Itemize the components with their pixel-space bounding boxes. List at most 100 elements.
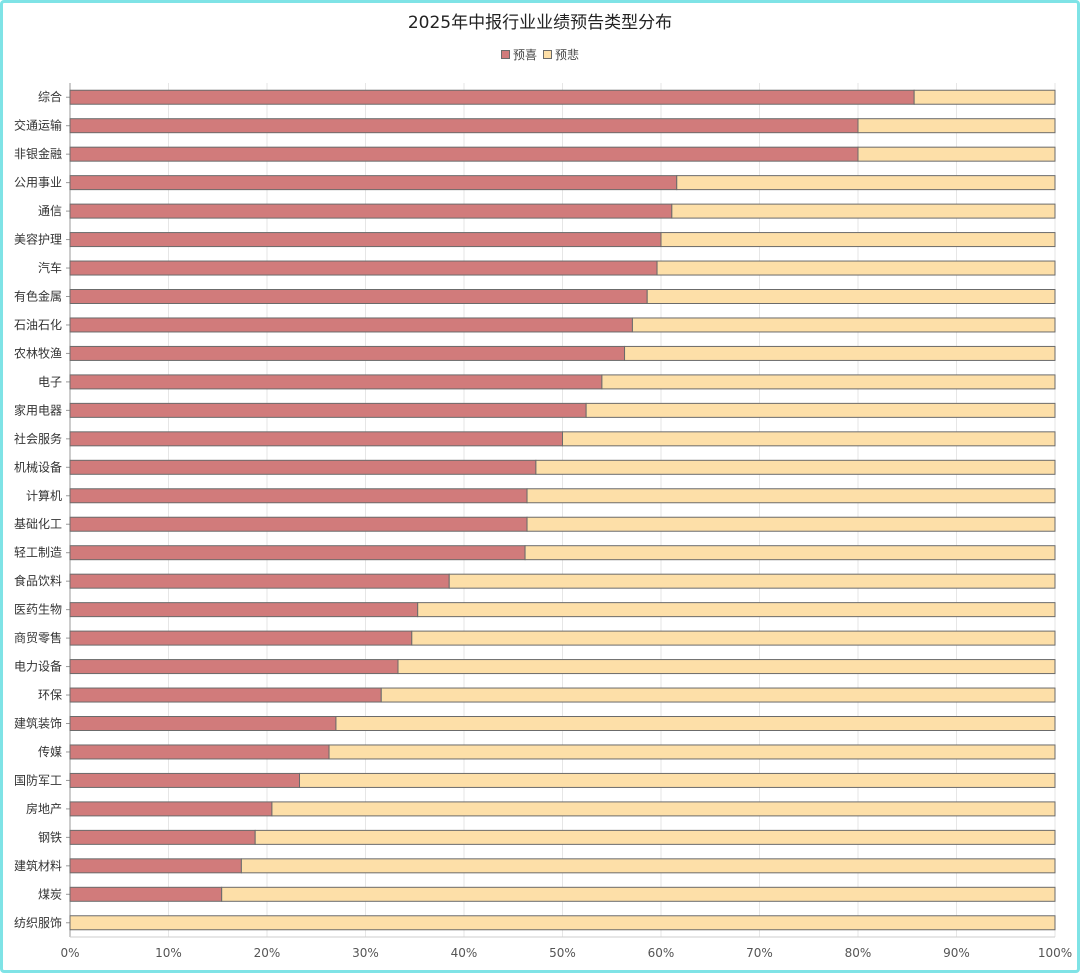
y-category-label: 汽车	[38, 260, 62, 275]
y-category-label: 商贸零售	[14, 630, 62, 645]
bar-segment-series-1	[857, 118, 1056, 134]
bar-segment-series-0	[69, 772, 301, 788]
bar-segment-series-0	[69, 431, 563, 447]
bar-segment-series-1	[660, 232, 1056, 248]
bar-segment-series-0	[69, 602, 419, 618]
bar-segment-series-0	[69, 146, 859, 162]
legend-label-series-0: 预喜	[512, 48, 537, 62]
y-category-label: 通信	[38, 204, 62, 218]
bar-segment-series-1	[601, 374, 1056, 390]
legend-item-series-0[interactable]: 预喜	[500, 46, 537, 63]
y-category-label: 有色金属	[14, 289, 62, 304]
bar-segment-series-0	[69, 118, 859, 134]
bar-segment-series-1	[526, 516, 1056, 532]
bar-segment-series-1	[524, 545, 1056, 561]
x-tick-label: 60%	[648, 946, 675, 960]
x-tick-label: 20%	[254, 946, 281, 960]
bar-segment-series-1	[857, 146, 1056, 162]
y-category-label: 房地产	[26, 801, 62, 816]
bar-segment-series-1	[69, 915, 1056, 931]
bar-segment-series-0	[69, 345, 626, 361]
chart-legend: 预喜 预悲	[0, 46, 1080, 63]
y-category-label: 纺织服饰	[14, 916, 62, 930]
bar-segment-series-0	[69, 232, 662, 248]
bar-segment-series-1	[240, 858, 1056, 874]
bar-segment-series-1	[397, 659, 1056, 675]
legend-item-series-1[interactable]: 预悲	[543, 46, 579, 63]
y-category-label: 钢铁	[38, 830, 62, 844]
legend-label-series-1: 预悲	[555, 48, 580, 62]
bar-segment-series-0	[69, 175, 678, 191]
bar-segment-series-0	[69, 573, 450, 589]
bar-segment-series-0	[69, 260, 658, 276]
bar-segment-series-1	[526, 488, 1056, 504]
bar-segment-series-1	[646, 289, 1056, 304]
x-tick-label: 100%	[1038, 946, 1072, 960]
bar-segment-series-1	[411, 630, 1056, 646]
bar-segment-series-1	[562, 431, 1056, 447]
y-category-label: 基础化工	[14, 517, 62, 531]
y-category-label: 非银金融	[14, 146, 62, 161]
bar-segment-series-0	[69, 488, 528, 504]
bar-segment-series-1	[417, 602, 1056, 618]
x-tick-label: 0%	[60, 946, 79, 960]
y-category-label: 公用事业	[14, 176, 62, 190]
y-category-label: 机械设备	[14, 459, 62, 474]
legend-swatch-series-1	[543, 50, 552, 59]
bar-segment-series-1	[335, 716, 1056, 731]
bar-segment-series-1	[328, 744, 1056, 760]
y-category-label: 综合	[38, 89, 62, 104]
bar-segment-series-1	[380, 687, 1056, 703]
bar-segment-series-0	[69, 289, 648, 304]
x-tick-label: 30%	[352, 946, 379, 960]
bar-segment-series-0	[69, 374, 603, 390]
bar-segment-series-0	[69, 744, 330, 760]
y-category-label: 传媒	[38, 744, 62, 759]
bar-segment-series-1	[221, 886, 1056, 902]
bar-segment-series-1	[624, 345, 1056, 361]
bar-segment-series-0	[69, 829, 256, 845]
bar-segment-series-0	[69, 687, 382, 703]
y-category-label: 美容护理	[14, 232, 62, 247]
y-category-label: 计算机	[26, 488, 62, 503]
y-category-label: 环保	[38, 688, 62, 702]
bar-segment-series-1	[585, 402, 1056, 418]
y-category-label: 电子	[38, 375, 62, 389]
bar-segment-series-0	[69, 858, 242, 874]
bar-segment-series-0	[69, 886, 223, 902]
bar-segment-series-0	[69, 630, 413, 646]
bar-segment-series-1	[913, 89, 1056, 105]
y-category-label: 家用电器	[14, 402, 62, 417]
bar-segment-series-0	[69, 801, 273, 817]
y-category-label: 石油石化	[14, 318, 62, 332]
x-tick-label: 10%	[155, 946, 182, 960]
x-tick-label: 50%	[549, 946, 576, 960]
bar-segment-series-1	[631, 317, 1056, 333]
y-category-label: 建筑材料	[14, 858, 62, 873]
bar-segment-series-0	[69, 203, 673, 219]
x-tick-label: 90%	[943, 946, 970, 960]
bar-segment-series-1	[535, 459, 1056, 475]
y-category-label: 煤炭	[38, 887, 62, 901]
chart-title: 2025年中报行业业绩预告类型分布	[407, 13, 673, 33]
bar-segment-series-0	[69, 516, 528, 532]
y-category-label: 建筑装饰	[14, 716, 62, 731]
bar-segment-series-1	[448, 573, 1056, 589]
bar-segment-series-1	[271, 801, 1056, 817]
bar-segment-series-0	[69, 402, 587, 418]
bar-segment-series-0	[69, 89, 915, 105]
y-category-label: 农林牧渔	[14, 346, 62, 360]
bar-segment-series-0	[69, 459, 537, 475]
bar-segment-series-0	[69, 659, 399, 675]
y-category-label: 国防军工	[14, 772, 62, 787]
y-category-label: 交通运输	[14, 118, 62, 133]
bar-segment-series-1	[676, 175, 1056, 191]
y-category-label: 食品饮料	[14, 573, 62, 588]
legend-swatch-series-0	[500, 50, 510, 59]
x-tick-label: 70%	[746, 946, 773, 960]
bar-segment-series-0	[69, 317, 633, 333]
y-category-label: 医药生物	[14, 603, 62, 617]
y-category-label: 轻工制造	[14, 546, 62, 560]
bar-segment-series-0	[69, 716, 337, 731]
